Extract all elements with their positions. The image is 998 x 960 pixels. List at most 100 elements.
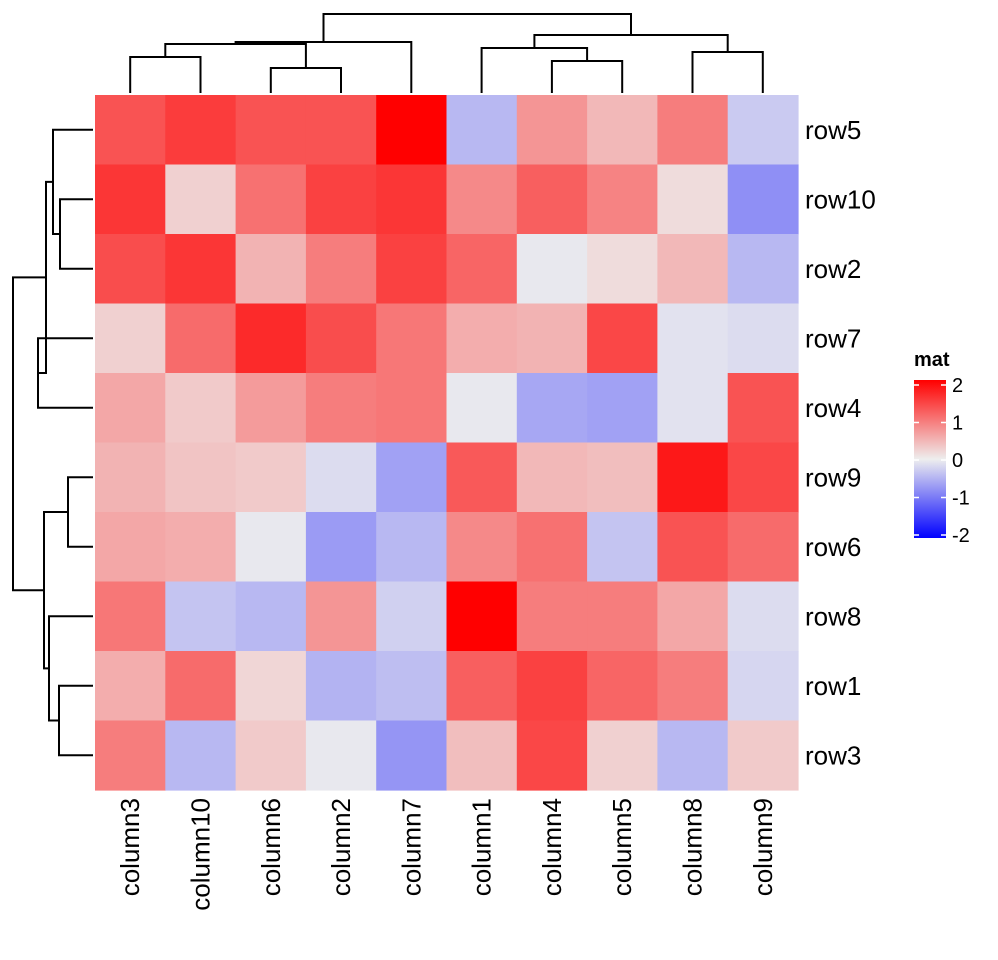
heatmap-cell <box>165 581 237 652</box>
column-label: column3 <box>115 798 145 896</box>
row-dendrogram-branch <box>59 198 93 270</box>
heatmap-cell <box>587 303 658 374</box>
legend-title: mat <box>914 349 950 371</box>
legend-tick-label: -1 <box>952 488 970 510</box>
heatmap-cell <box>165 164 237 235</box>
heatmap-cells <box>95 95 799 791</box>
heatmap-cell <box>516 651 588 722</box>
heatmap-cell <box>727 164 799 235</box>
heatmap-cell <box>516 95 588 166</box>
heatmap-cell <box>235 651 307 722</box>
heatmap-cell <box>305 720 377 791</box>
heatmap-cell <box>727 234 799 305</box>
heatmap-cell <box>516 720 588 791</box>
column-label: column9 <box>748 798 778 896</box>
heatmap-cell <box>727 95 799 166</box>
row-label: row9 <box>805 462 861 492</box>
heatmap-cell <box>657 303 729 374</box>
legend-tick-label: 0 <box>952 450 963 472</box>
column-label: column6 <box>256 798 286 896</box>
row-label: row5 <box>805 115 861 145</box>
heatmap-cell <box>587 164 658 235</box>
heatmap-cell <box>165 95 237 166</box>
row-label: row6 <box>805 532 861 562</box>
heatmap-cell <box>235 303 307 374</box>
column-label: column4 <box>537 798 567 896</box>
column-dendrogram-branch <box>691 51 764 93</box>
heatmap-cell <box>587 442 658 513</box>
column-dendrogram-branch <box>533 34 729 52</box>
heatmap-cell <box>657 373 729 444</box>
heatmap-cell <box>446 303 518 374</box>
heatmap-cell <box>305 581 377 652</box>
column-dendrogram-branch <box>550 60 624 93</box>
heatmap-cell <box>235 164 307 235</box>
heatmap-cell <box>446 442 518 513</box>
row-label: row7 <box>805 323 861 353</box>
heatmap-cell <box>376 512 448 583</box>
heatmap-cell <box>657 234 729 305</box>
heatmap-cell <box>305 512 377 583</box>
heatmap-cell <box>516 303 588 374</box>
heatmap-cell <box>587 720 658 791</box>
legend-colorbar <box>914 380 946 538</box>
heatmap-cell <box>376 303 448 374</box>
legend-tick-label: 2 <box>952 375 963 397</box>
legend-tick-label: 1 <box>952 413 963 435</box>
heatmap-cell <box>235 234 307 305</box>
column-dendrogram-branch <box>129 56 202 93</box>
row-label: row1 <box>805 671 861 701</box>
row-dendrogram-branch <box>58 684 93 757</box>
heatmap-cell <box>727 651 799 722</box>
heatmap-cell <box>657 442 729 513</box>
column-dendrogram-branch <box>269 67 342 93</box>
heatmap-cell <box>95 164 166 235</box>
heatmap-cell <box>727 581 799 652</box>
heatmap-cell <box>657 512 729 583</box>
heatmap-cell <box>376 95 448 166</box>
heatmap-cell <box>516 442 588 513</box>
heatmap-cell <box>165 720 237 791</box>
heatmap-cell <box>376 581 448 652</box>
heatmap-cell <box>727 512 799 583</box>
heatmap-cell <box>727 442 799 513</box>
heatmap-cell <box>95 581 166 652</box>
heatmap-cell <box>95 95 166 166</box>
column-dendrogram-branch <box>480 47 589 93</box>
row-dendrogram-branch <box>43 511 68 670</box>
column-label: column7 <box>396 798 426 896</box>
heatmap-cell <box>446 373 518 444</box>
column-label: column1 <box>467 798 497 896</box>
row-dendrogram <box>12 128 93 757</box>
row-dendrogram-branch <box>48 615 93 722</box>
heatmap-cell <box>235 373 307 444</box>
heatmap-cell <box>446 234 518 305</box>
column-labels: column3 column10 column6 column2 column7 colu… <box>115 798 778 911</box>
heatmap-cell <box>165 512 237 583</box>
column-dendrogram-branch <box>322 13 632 42</box>
heatmap-cell <box>657 95 729 166</box>
column-dendrogram <box>129 13 764 93</box>
row-label: row4 <box>805 393 861 423</box>
heatmap-cell <box>376 720 448 791</box>
heatmap-cell <box>95 373 166 444</box>
heatmap-cell <box>305 373 377 444</box>
heatmap-cell <box>95 442 166 513</box>
heatmap-cell <box>95 512 166 583</box>
heatmap-cell <box>587 95 658 166</box>
heatmap-cell <box>587 512 658 583</box>
row-labels: row5 row10 row2 row7 row4 row9 row6 row8 row1 row… <box>805 115 876 770</box>
heatmap-cell <box>657 720 729 791</box>
heatmap-cell <box>727 303 799 374</box>
row-label: row8 <box>805 601 861 631</box>
heatmap-cell <box>165 303 237 374</box>
heatmap-cell <box>446 164 518 235</box>
heatmap-cell <box>516 581 588 652</box>
heatmap-cell <box>727 720 799 791</box>
heatmap-cell <box>376 164 448 235</box>
heatmap-cell <box>95 651 166 722</box>
heatmap-cell <box>165 373 237 444</box>
heatmap-cell <box>516 512 588 583</box>
heatmap-cell <box>235 720 307 791</box>
